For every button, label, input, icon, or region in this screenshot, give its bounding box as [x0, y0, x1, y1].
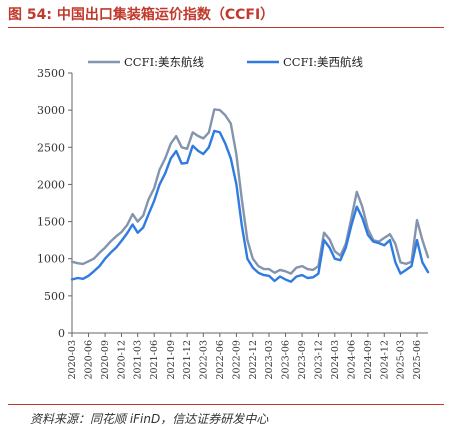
y-axis: 0 500 1000 1500 2000 2500 3000 3500	[37, 67, 73, 340]
y-tick-label: 1000	[37, 253, 65, 266]
line-chart: CCFI:美东航线 CCFI:美西航线 0 500 1000 1500 2000 2500 3…	[37, 55, 430, 379]
y-tick-label: 1500	[37, 216, 65, 229]
source-note: 资料来源：同花顺 iFinD，信达证券研发中心	[30, 412, 269, 426]
x-tick-label: 2024-06	[346, 340, 357, 379]
x-tick-label: 2020-06	[84, 340, 95, 379]
x-tick-label: 2020-03	[67, 340, 78, 379]
legend-label-west: CCFI:美西航线	[283, 55, 363, 69]
x-tick-label: 2020-12	[116, 340, 127, 379]
source-divider	[8, 404, 444, 405]
x-tick-label: 2020-09	[100, 340, 111, 379]
x-tick-label: 2023-03	[264, 340, 275, 379]
x-tick-label: 2021-12	[182, 340, 193, 379]
y-tick-label: 2500	[37, 141, 65, 154]
series-line-west	[70, 129, 430, 283]
x-tick-label: 2023-12	[313, 340, 324, 379]
legend-label-east: CCFI:美东航线	[124, 55, 204, 69]
figure-title: 图 54: 中国出口集装箱运价指数（CCFI）	[8, 7, 275, 23]
y-tick-label: 3000	[37, 104, 65, 117]
x-tick-label: 2025-03	[395, 340, 406, 379]
y-tick-label: 0	[58, 327, 65, 340]
x-tick-label: 2021-09	[166, 340, 177, 379]
x-tick-label: 2022-09	[231, 340, 242, 379]
x-tick-label: 2021-06	[149, 340, 160, 379]
legend: CCFI:美东航线 CCFI:美西航线	[88, 55, 363, 69]
x-tick-label: 2024-03	[330, 340, 341, 379]
x-tick-label: 2022-03	[198, 340, 209, 379]
x-tick-label: 2023-06	[281, 340, 292, 379]
x-tick-label: 2024-09	[363, 340, 374, 379]
x-tick-label: 2022-06	[215, 340, 226, 379]
y-tick-label: 3500	[37, 67, 65, 80]
x-tick-label: 2024-12	[379, 340, 390, 379]
x-tick-label: 2023-09	[297, 340, 308, 379]
series-line-east	[70, 108, 430, 275]
x-tick-label: 2021-03	[133, 340, 144, 379]
y-tick-label: 500	[44, 290, 65, 303]
title-divider	[8, 27, 444, 28]
x-axis: 2020-03 2020-06 2020-09 2020-12 2021-03 2021-…	[67, 332, 428, 379]
x-tick-label: 2025-06	[412, 340, 423, 379]
y-tick-label: 2000	[37, 178, 65, 191]
x-tick-label: 2022-12	[248, 340, 259, 379]
plot-area	[70, 108, 430, 283]
